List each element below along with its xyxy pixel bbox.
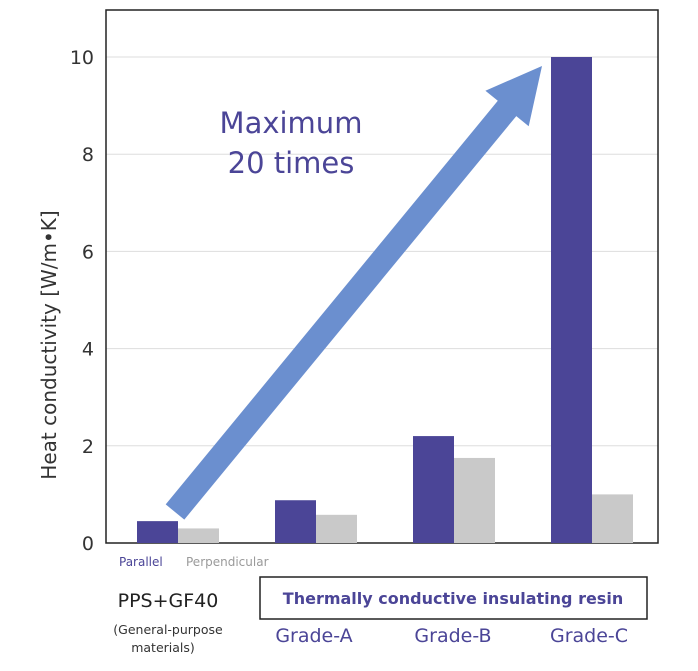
category-subtitle-line-2: materials) [131, 640, 195, 655]
y-tick-label-4: 4 [82, 339, 94, 361]
bar-perpendicular-3 [454, 457, 495, 543]
legend-perpendicular: Perpendicular [186, 555, 269, 569]
bar-parallel-4 [551, 57, 592, 543]
y-tick-label-8: 8 [82, 144, 94, 166]
y-tick-label-6: 6 [82, 241, 94, 263]
bar-perpendicular-4 [592, 494, 633, 543]
bar-parallel-3 [413, 436, 454, 543]
y-tick-label-0: 0 [82, 533, 94, 555]
increase-arrow [165, 66, 542, 520]
category-label-grade-b: Grade-B [414, 625, 491, 647]
plot-area-border [105, 9, 659, 544]
bar-parallel-2 [275, 500, 316, 543]
category-label-grade-c: Grade-C [550, 625, 628, 647]
bars [137, 57, 633, 543]
category-label-grade-a: Grade-A [275, 625, 352, 647]
legend-parallel: Parallel [119, 555, 163, 569]
y-tick-label-2: 2 [82, 436, 94, 458]
arrow-shape [165, 66, 542, 520]
y-axis-label: Heat conductivity [W/m•K] [37, 210, 61, 479]
category-label-pps-gf40: PPS+GF40 [118, 590, 219, 612]
group-label-box [259, 576, 648, 620]
group-label: Thermally conductive insulating resin [283, 589, 623, 608]
category-subtitle-line-1: (General-purpose [113, 622, 223, 637]
y-axis-ticks: 0 2 4 6 8 10 [70, 47, 94, 555]
annotation-line-1: Maximum [220, 106, 363, 140]
y-tick-label-10: 10 [70, 47, 94, 69]
bar-perpendicular-1 [178, 528, 219, 543]
bar-parallel-1 [137, 521, 178, 543]
bar-perpendicular-2 [316, 514, 357, 543]
annotation-line-2: 20 times [228, 146, 355, 180]
